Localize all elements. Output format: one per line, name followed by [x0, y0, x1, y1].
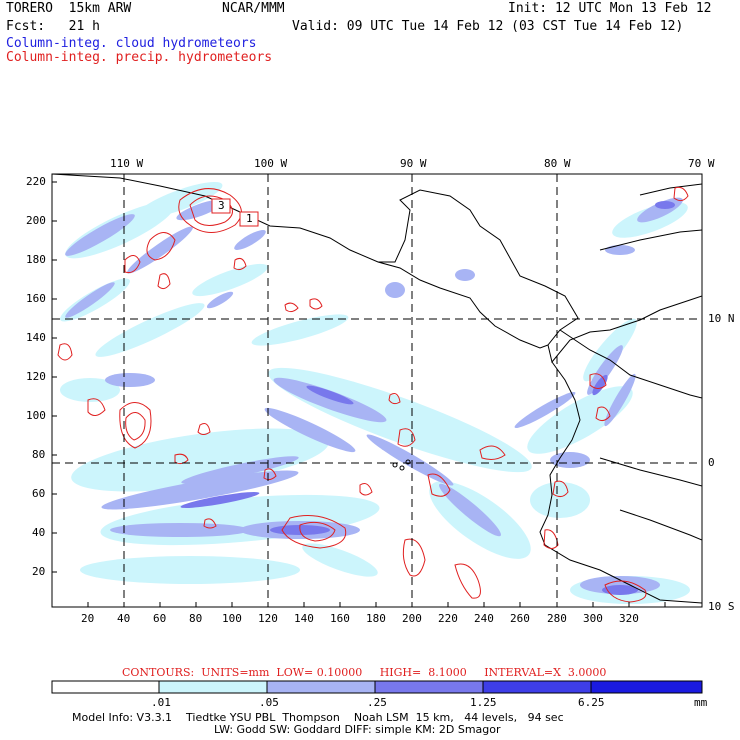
colorbar-label: 1.25	[470, 696, 497, 709]
x-tick-label: 220	[438, 612, 458, 625]
y-tick-label: 100	[26, 409, 46, 422]
lon-label: 80 W	[544, 157, 571, 170]
colorbar-label: 6.25	[578, 696, 605, 709]
colorbar-unit: mm	[694, 696, 708, 709]
x-tick-label: 80	[189, 612, 203, 625]
x-tick-label: 140	[294, 612, 314, 625]
colorbar-label: .25	[367, 696, 387, 709]
max-box-3	[211, 198, 231, 214]
model-name: TORERO 15km ARW	[6, 1, 132, 16]
precip-contours	[57, 186, 689, 603]
x-tick-label: 320	[619, 612, 639, 625]
x-tick-label: 160	[330, 612, 350, 625]
y-tick-label: 80	[32, 448, 46, 461]
cloud-shading	[60, 181, 690, 604]
x-tick-label: 100	[222, 612, 242, 625]
x-tick-label: 200	[402, 612, 422, 625]
contour-info: CONTOURS: UNITS=mm LOW= 0.10000 HIGH= 8.…	[122, 666, 607, 679]
lon-label: 110 W	[110, 157, 144, 170]
x-tick-label: 240	[474, 612, 494, 625]
model-info: Model Info: V3.3.1 Tiedtke YSU PBL Thomp…	[72, 711, 564, 724]
box-label-3: 3	[218, 199, 225, 212]
organization: NCAR/MMM	[222, 1, 285, 16]
x-tick-label: 60	[153, 612, 167, 625]
y-tick-label: 20	[32, 565, 46, 578]
y-tick-label: 60	[32, 487, 46, 500]
y-tick-label: 200	[26, 214, 46, 227]
coastlines	[52, 174, 702, 604]
y-tick-label: 120	[26, 370, 46, 383]
init-time: Init: 12 UTC Mon 13 Feb 12	[508, 1, 712, 16]
x-tick-label: 120	[258, 612, 278, 625]
colorbar-label: .01	[151, 696, 171, 709]
y-tick-label: 140	[26, 331, 46, 344]
lon-label: 100 W	[254, 157, 288, 170]
axis-ticks	[52, 181, 666, 607]
y-tick-label: 40	[32, 526, 46, 539]
x-tick-label: 180	[366, 612, 386, 625]
model-physics: LW: Godd SW: Goddard DIFF: simple KM: 2D…	[214, 723, 501, 736]
lon-label: 90 W	[400, 157, 427, 170]
y-tick-label: 220	[26, 175, 46, 188]
x-tick-label: 280	[547, 612, 567, 625]
lat-label: 0	[708, 456, 715, 469]
valid-time: Valid: 09 UTC Tue 14 Feb 12 (03 CST Tue …	[292, 19, 684, 34]
y-tick-label: 160	[26, 292, 46, 305]
y-tick-label: 180	[26, 253, 46, 266]
lat-label: 10 N	[708, 312, 735, 325]
lon-label: 70 W	[688, 157, 715, 170]
lat-label: 10 S	[708, 600, 735, 613]
x-tick-label: 260	[510, 612, 530, 625]
max-box-1	[239, 211, 259, 227]
map-frame	[51, 173, 703, 608]
graticule	[52, 174, 702, 607]
x-tick-label: 20	[81, 612, 95, 625]
box-label-1: 1	[246, 212, 253, 225]
colorbar-label: .05	[259, 696, 279, 709]
field-cloud-label: Column-integ. cloud hydrometeors	[6, 36, 257, 51]
x-tick-label: 40	[117, 612, 131, 625]
forecast-hour: Fcst: 21 h	[6, 19, 100, 34]
x-tick-label: 300	[583, 612, 603, 625]
field-precip-label: Column-integ. precip. hydrometeors	[6, 50, 273, 65]
